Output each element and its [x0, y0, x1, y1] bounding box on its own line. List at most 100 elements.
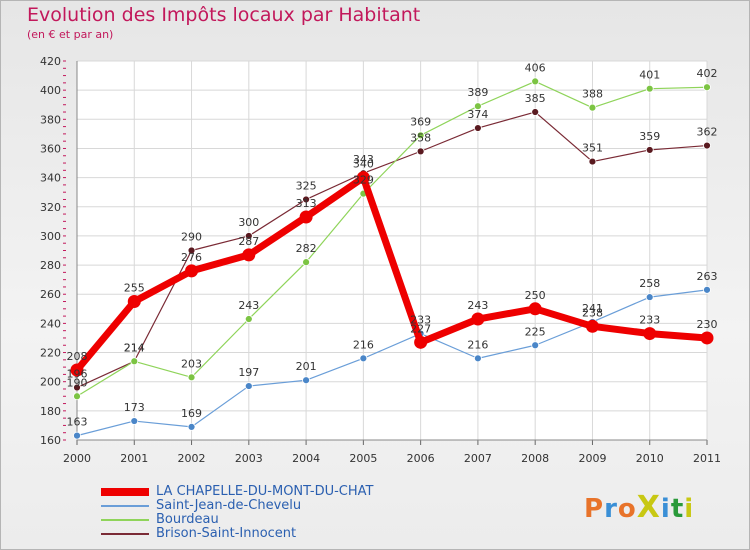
data-point [700, 331, 714, 345]
series-line [76, 289, 708, 437]
x-tick-label: 2009 [578, 452, 606, 465]
data-label: 214 [124, 341, 145, 354]
x-tick-label: 2008 [521, 452, 549, 465]
data-label: 233 [410, 314, 431, 327]
y-tick-label: 360 [40, 142, 61, 155]
data-point [416, 131, 425, 140]
data-label: 290 [181, 231, 202, 244]
data-label: 351 [582, 142, 603, 155]
data-label: 243 [467, 299, 488, 312]
series-line [76, 80, 708, 397]
data-point [187, 422, 196, 431]
x-tick-label: 2011 [693, 452, 721, 465]
data-label: 238 [582, 306, 603, 319]
data-label: 243 [238, 299, 259, 312]
data-label: 241 [582, 302, 603, 315]
legend-swatch [101, 488, 149, 496]
data-point [588, 103, 597, 112]
data-point [474, 124, 482, 132]
data-label: 214 [124, 341, 145, 354]
legend-swatch [101, 533, 149, 535]
data-label: 258 [639, 277, 660, 290]
data-point [299, 210, 313, 224]
data-label: 385 [525, 92, 546, 105]
data-point [643, 327, 657, 341]
y-tick-label: 200 [40, 376, 61, 389]
data-point [645, 293, 654, 302]
data-label: 282 [296, 242, 317, 255]
data-point [703, 285, 711, 294]
data-point [244, 315, 253, 323]
data-label: 358 [410, 131, 431, 144]
y-tick-label: 340 [40, 172, 61, 185]
x-tick-label: 2007 [464, 452, 492, 465]
data-point [585, 319, 599, 333]
data-label: 225 [525, 325, 546, 338]
x-tick-label: 2006 [407, 452, 435, 465]
x-tick-label: 2000 [63, 452, 91, 465]
data-label: 263 [697, 270, 718, 283]
y-tick-label: 260 [40, 288, 61, 301]
data-point [531, 108, 540, 116]
x-tick-label: 2002 [178, 452, 206, 465]
legend-swatch [101, 519, 149, 521]
data-point [471, 312, 485, 326]
chart-legend: LA CHAPELLE-DU-MONT-DU-CHAT Saint-Jean-de… [101, 485, 373, 541]
data-label: 374 [467, 108, 488, 121]
data-point [73, 383, 81, 392]
x-tick-label: 2010 [636, 452, 664, 465]
data-label: 250 [525, 289, 546, 302]
data-point [187, 246, 196, 255]
data-label: 300 [238, 216, 259, 229]
data-label: 329 [353, 174, 374, 187]
data-label: 276 [181, 251, 202, 264]
data-label: 255 [124, 282, 145, 295]
data-point [474, 102, 482, 111]
data-label: 227 [410, 322, 431, 335]
data-label: 313 [296, 197, 317, 210]
data-label: 196 [67, 368, 88, 381]
series-line [76, 111, 708, 389]
y-tick-label: 320 [40, 201, 61, 214]
data-label: 340 [353, 158, 374, 171]
data-point [645, 84, 654, 93]
data-label: 230 [697, 318, 718, 331]
data-point [244, 382, 253, 390]
series-line [74, 174, 708, 373]
data-point [588, 157, 597, 166]
data-label: 173 [124, 401, 145, 414]
data-point [302, 376, 310, 385]
data-point [127, 295, 141, 309]
data-label: 388 [582, 88, 603, 101]
data-point [302, 258, 310, 267]
data-label: 369 [410, 115, 431, 128]
data-point [531, 341, 540, 350]
y-tick-label: 160 [40, 434, 61, 447]
legend-label: Bourdeau [156, 512, 219, 527]
y-tick-label: 240 [40, 317, 61, 330]
data-label: 190 [67, 376, 88, 389]
data-point [414, 335, 428, 349]
y-tick-label: 280 [40, 259, 61, 272]
data-label: 401 [639, 69, 660, 82]
data-label: 216 [467, 338, 488, 351]
data-label: 233 [639, 314, 660, 327]
data-point [356, 171, 370, 185]
data-point [130, 357, 139, 366]
data-label: 208 [67, 350, 88, 363]
data-point [73, 392, 81, 401]
legend-label: LA CHAPELLE-DU-MONT-DU-CHAT [156, 484, 374, 499]
data-point [185, 264, 199, 278]
legend-item: Saint-Jean-de-Chevelu [101, 499, 373, 513]
data-point [416, 147, 425, 156]
data-label: 201 [296, 360, 317, 373]
data-point [302, 195, 310, 204]
data-point [70, 363, 84, 377]
y-tick-label: 180 [40, 405, 61, 418]
y-tick-label: 300 [40, 230, 61, 243]
data-point [242, 248, 256, 262]
data-label: 203 [181, 357, 202, 370]
data-point [531, 77, 540, 86]
data-point [528, 302, 542, 316]
